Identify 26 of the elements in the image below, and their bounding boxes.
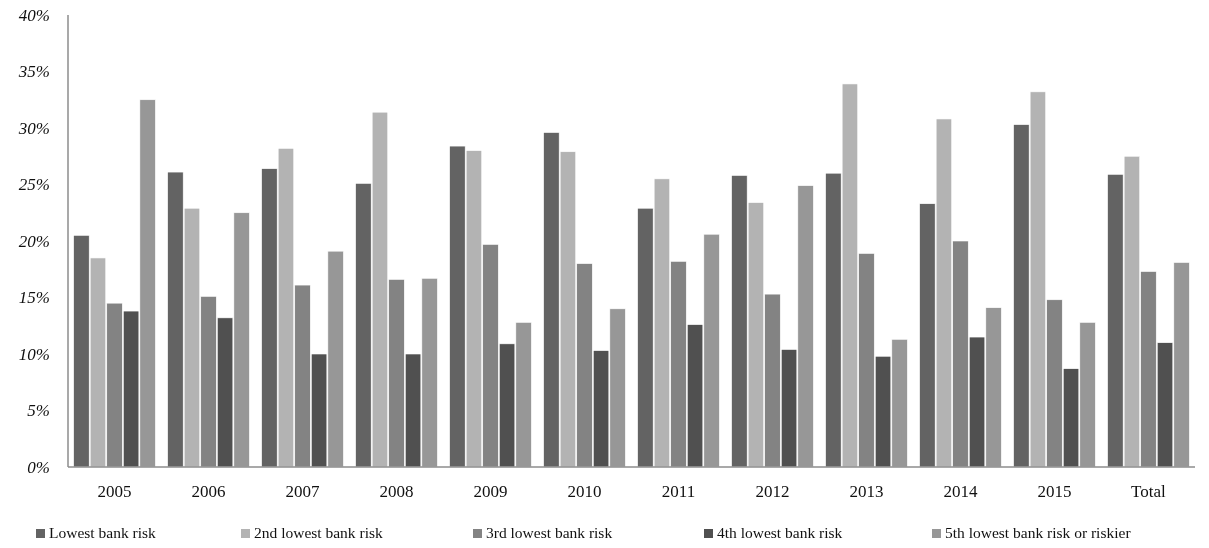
legend-label: 4th lowest bank risk <box>717 524 843 541</box>
x-tick-label: 2013 <box>849 482 884 501</box>
y-tick-label: 10% <box>18 344 50 364</box>
y-tick-label: 0% <box>27 457 50 477</box>
x-tick-label: 2010 <box>567 482 602 501</box>
y-tick-label: 5% <box>27 401 50 421</box>
x-tick-label: 2007 <box>285 482 321 501</box>
legend-label: Lowest bank risk <box>49 524 157 541</box>
y-tick-label: 40% <box>18 5 50 25</box>
x-tick-label: Total <box>1131 482 1167 501</box>
y-tick-label: 25% <box>18 175 50 195</box>
x-tick-label: 2005 <box>97 482 132 501</box>
x-tick-label: 2006 <box>191 482 226 501</box>
x-tick-label: 2012 <box>755 482 790 501</box>
x-tick-label: 2008 <box>379 482 414 501</box>
legend-label: 5th lowest bank risk or riskier <box>945 524 1132 541</box>
x-tick-label: 2015 <box>1037 482 1072 501</box>
y-tick-label: 15% <box>18 288 50 308</box>
legend-label: 2nd lowest bank risk <box>254 524 383 541</box>
y-tick-label: 35% <box>17 62 50 82</box>
x-tick-label: 2009 <box>473 482 508 501</box>
x-tick-label: 2014 <box>943 482 978 501</box>
x-tick-label: 2011 <box>661 482 696 501</box>
y-tick-label: 20% <box>18 231 50 251</box>
legend-label: 3rd lowest bank risk <box>486 524 613 541</box>
y-tick-label: 30% <box>17 118 50 138</box>
